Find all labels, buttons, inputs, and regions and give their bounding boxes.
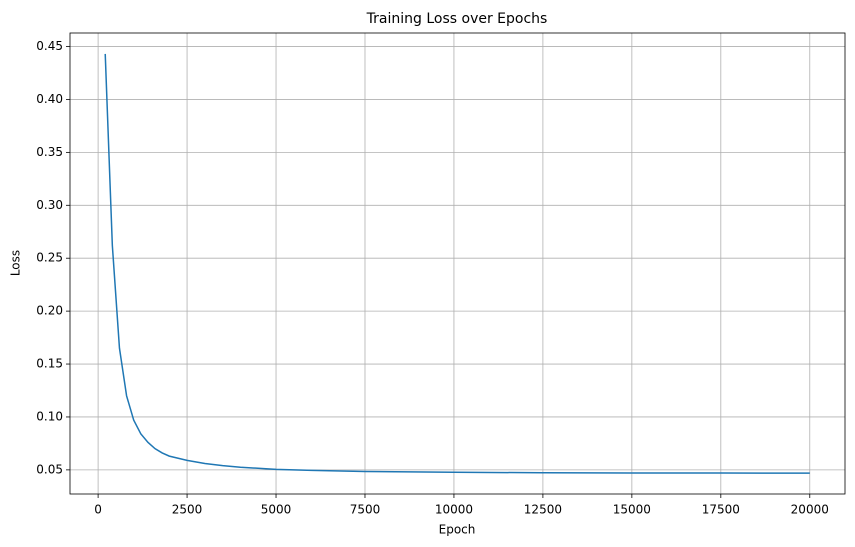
x-axis-label: Epoch <box>439 523 476 537</box>
y-tick-label: 0.15 <box>36 357 63 371</box>
x-tick-label: 7500 <box>350 503 381 517</box>
x-tick-label: 17500 <box>702 503 740 517</box>
y-tick-label: 0.25 <box>36 251 63 265</box>
x-tick-label: 10000 <box>435 503 473 517</box>
y-tick-label: 0.45 <box>36 39 63 53</box>
x-tick-label: 5000 <box>261 503 292 517</box>
x-tick-label: 20000 <box>791 503 829 517</box>
y-tick-label: 0.10 <box>36 409 63 423</box>
y-tick-label: 0.30 <box>36 198 63 212</box>
x-tick-label: 12500 <box>524 503 562 517</box>
y-tick-label: 0.40 <box>36 92 63 106</box>
plot-frame <box>69 32 846 495</box>
y-tick-label: 0.05 <box>36 462 63 476</box>
chart-title: Training Loss over Epochs <box>366 11 548 27</box>
y-tick-label: 0.35 <box>36 145 63 159</box>
x-tick-label: 0 <box>94 503 102 517</box>
x-tick-label: 2500 <box>172 503 203 517</box>
y-tick-label: 0.20 <box>36 304 63 318</box>
y-axis-label: Loss <box>9 250 23 276</box>
x-tick-label: 15000 <box>613 503 651 517</box>
loss-line <box>104 53 810 474</box>
